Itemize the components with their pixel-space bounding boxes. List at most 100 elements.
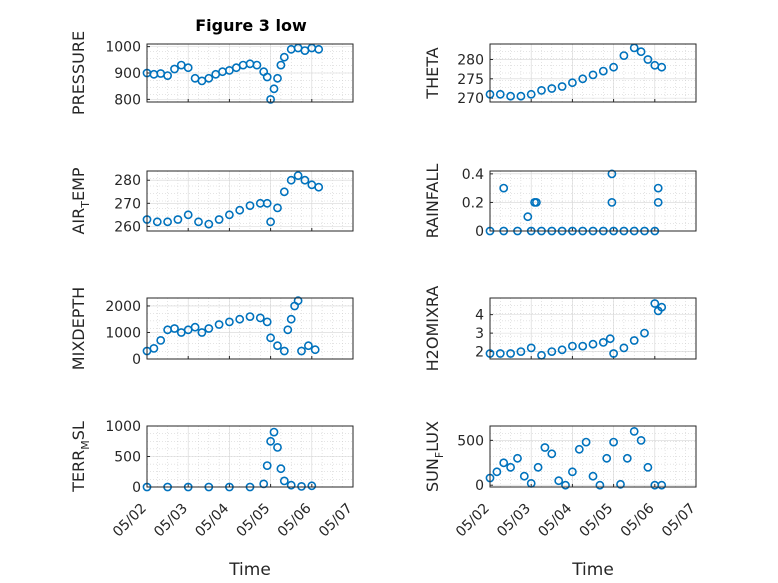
data-point xyxy=(314,44,324,54)
data-point xyxy=(607,169,617,179)
data-point xyxy=(286,480,296,490)
data-point xyxy=(588,70,598,80)
data-point xyxy=(506,349,515,358)
data-point xyxy=(276,60,286,70)
data-point xyxy=(653,197,663,207)
data-point xyxy=(495,89,505,99)
data-point xyxy=(224,210,234,220)
data-point xyxy=(269,427,279,437)
data-point xyxy=(506,91,515,101)
data-point xyxy=(595,480,605,490)
axes-box xyxy=(489,425,697,488)
subplot-terr_msl: 0 500 1000 TERRMSL 05/02 05/03 05/04 05/05 05/06… xyxy=(69,419,356,580)
y-tick-label: 500 xyxy=(457,433,484,449)
y-tick-label: 280 xyxy=(114,173,141,189)
data-point xyxy=(561,480,570,490)
data-point xyxy=(568,341,577,351)
data-point xyxy=(266,95,275,104)
data-point xyxy=(273,442,282,452)
data-point xyxy=(506,462,515,472)
data-point xyxy=(262,317,272,327)
data-point xyxy=(533,462,543,472)
axes-box xyxy=(489,297,697,360)
data-point xyxy=(252,60,262,70)
y-tick-label: 800 xyxy=(114,92,141,108)
axes-box xyxy=(489,43,697,103)
x-axis-label: Time xyxy=(228,560,271,580)
subplot-h2omixra: 2 3 4 H2OMIXRA xyxy=(423,286,697,372)
data-point xyxy=(262,198,272,208)
data-point xyxy=(581,437,591,447)
x-tick-label: 05/05 xyxy=(577,501,617,541)
x-tick-label: 05/07 xyxy=(316,501,356,541)
data-point xyxy=(245,201,255,210)
y-tick-label: 275 xyxy=(457,72,484,88)
y-tick-label: 4 xyxy=(475,308,484,324)
data-point xyxy=(657,62,667,72)
data-point xyxy=(657,480,667,490)
y-tick-label: 0 xyxy=(475,478,484,494)
data-point xyxy=(310,345,320,355)
data-point xyxy=(588,339,598,349)
subplot-theta: 270 275 280 THETA xyxy=(423,43,697,107)
x-tick-label: 05/03 xyxy=(494,501,534,541)
data-point xyxy=(547,84,557,93)
data-point xyxy=(283,325,293,335)
data-point xyxy=(609,437,618,447)
data-point xyxy=(293,171,303,180)
data-point xyxy=(173,215,183,224)
data-point xyxy=(214,320,224,329)
data-point xyxy=(224,317,234,327)
y-axis-label: THETA xyxy=(423,47,442,99)
data-point xyxy=(245,59,255,69)
data-point xyxy=(214,215,224,224)
data-point xyxy=(598,337,608,347)
y-axis-label: RAINFALL xyxy=(423,164,442,239)
data-point xyxy=(190,322,200,332)
data-point xyxy=(609,62,618,72)
data-point xyxy=(557,82,567,91)
subplot-rainfall: 0 0.2 0.4 RAINFALL xyxy=(423,164,697,240)
data-point xyxy=(279,476,289,486)
y-tick-label: 280 xyxy=(457,52,484,68)
data-point xyxy=(286,175,296,185)
axes-box xyxy=(146,43,354,103)
data-point xyxy=(276,464,286,474)
data-point xyxy=(636,47,646,57)
data-point xyxy=(293,296,303,306)
data-point xyxy=(245,312,255,321)
data-point xyxy=(156,335,166,345)
data-point xyxy=(588,471,598,481)
y-axis-label: H2OMIXRA xyxy=(423,286,442,372)
y-tick-label: 3 xyxy=(475,326,484,342)
figure-title: Figure 3 low xyxy=(195,16,307,35)
data-point xyxy=(269,84,279,94)
y-tick-label: 900 xyxy=(114,66,141,82)
data-point xyxy=(540,443,550,452)
data-point xyxy=(643,462,653,472)
data-point xyxy=(259,479,269,489)
data-point xyxy=(194,217,203,227)
subplot-pressure: 800 900 1000 PRESSURE xyxy=(69,31,354,115)
data-point xyxy=(650,299,660,308)
data-point xyxy=(197,328,207,337)
data-point xyxy=(609,349,618,358)
data-point xyxy=(492,467,502,477)
axes-box xyxy=(489,170,697,232)
data-point xyxy=(152,217,162,227)
data-point xyxy=(598,66,608,76)
data-point xyxy=(170,64,179,74)
data-point xyxy=(616,479,625,489)
y-tick-label: 0.2 xyxy=(462,195,484,211)
data-point xyxy=(279,346,289,356)
y-tick-label: 0 xyxy=(132,352,141,368)
data-point xyxy=(619,51,629,60)
y-axis-label: SUNFLUX xyxy=(423,421,446,492)
data-point xyxy=(495,349,505,358)
y-tick-label: 2 xyxy=(475,345,484,361)
y-axis-label: TERRMSL xyxy=(69,421,92,493)
data-point xyxy=(238,60,248,70)
x-tick-label: 05/05 xyxy=(234,501,274,541)
